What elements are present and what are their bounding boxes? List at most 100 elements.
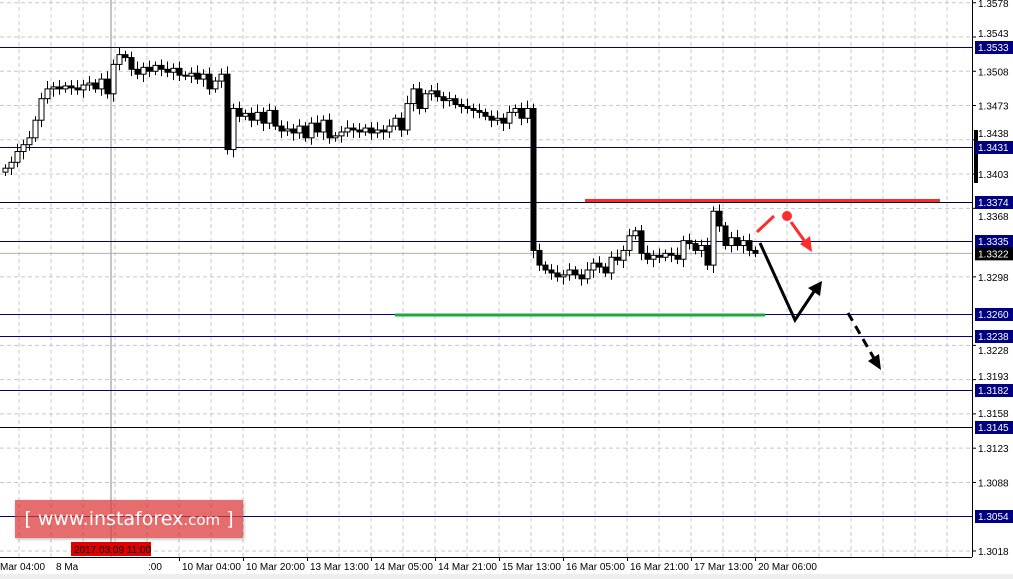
candle-body xyxy=(212,80,219,90)
candle xyxy=(386,119,393,138)
candle-body xyxy=(524,107,531,119)
bid-price-label-bg xyxy=(975,247,1013,261)
level-price-label: 1.3431 xyxy=(978,143,1009,154)
candle-body xyxy=(404,103,411,131)
candle xyxy=(422,89,429,113)
level-price-label: 1.3145 xyxy=(978,423,1009,434)
candle xyxy=(368,122,375,140)
level-price-label-bg xyxy=(975,41,1013,54)
candle xyxy=(398,112,405,137)
candle-body xyxy=(308,122,315,139)
time-tick-label: 15 Mar 13:00 xyxy=(502,562,561,573)
candle xyxy=(626,228,633,257)
price-tick-label: 1.3123 xyxy=(978,444,1009,455)
bid-price-label: 1.3322 xyxy=(978,249,1009,260)
candle-body xyxy=(458,104,465,108)
candle xyxy=(674,247,681,265)
candle-body xyxy=(722,225,729,247)
watermark-bracket: [ xyxy=(24,508,32,530)
time-tick-label: 10 Mar 04:00 xyxy=(182,562,241,573)
candles xyxy=(2,47,759,286)
candle xyxy=(428,84,435,101)
candle-body xyxy=(68,85,75,89)
time-tick-label: 16 Mar 05:00 xyxy=(566,562,625,573)
candle xyxy=(308,117,315,145)
candle xyxy=(122,50,129,62)
candle xyxy=(338,126,345,143)
level-price-label-bg xyxy=(975,421,1013,434)
candle-body xyxy=(350,127,357,131)
candle-body xyxy=(500,117,507,124)
candle xyxy=(692,239,699,255)
level-price-label-bg xyxy=(975,235,1013,248)
price-tick-label: 1.3018 xyxy=(978,547,1009,558)
candle xyxy=(290,124,297,141)
price-tick-label: 1.3368 xyxy=(978,212,1009,223)
candle xyxy=(314,115,321,137)
candle xyxy=(194,65,201,84)
candle-body xyxy=(200,73,207,80)
candle-body xyxy=(362,127,369,133)
candle xyxy=(590,258,597,278)
candle xyxy=(362,124,369,136)
time-tick-label: 17 Mar 13:00 xyxy=(694,562,753,573)
candle xyxy=(260,107,267,131)
candle xyxy=(218,68,225,88)
candle xyxy=(146,60,153,78)
candle xyxy=(320,115,327,140)
candle xyxy=(26,130,33,151)
candle xyxy=(56,80,63,95)
candle-body xyxy=(398,117,405,131)
candle xyxy=(710,206,717,273)
candle-body xyxy=(158,64,165,70)
candle xyxy=(698,239,705,258)
candle-body xyxy=(128,57,135,70)
price-tick-label: 1.3158 xyxy=(978,409,1009,420)
candle-body xyxy=(422,93,429,109)
candle xyxy=(2,164,9,177)
candle-body xyxy=(584,269,591,280)
candle xyxy=(554,265,561,282)
candle xyxy=(104,71,111,99)
black-dashed-scenario xyxy=(846,312,877,361)
time-tick-label: 8 Ma xyxy=(56,562,79,573)
candle xyxy=(266,103,273,130)
red-scenario-down xyxy=(789,221,808,244)
time-tick-label: :00 xyxy=(148,562,162,573)
candle-body xyxy=(338,131,345,137)
watermark-bracket: ] xyxy=(226,508,234,530)
candle-body xyxy=(410,88,417,105)
candle xyxy=(152,61,159,76)
candle-body xyxy=(188,72,195,77)
candle-body xyxy=(26,137,33,146)
candle-body xyxy=(152,64,159,72)
time-tick-label: 20 Mar 06:00 xyxy=(758,562,817,573)
level-price-label: 1.3182 xyxy=(978,386,1009,397)
candle xyxy=(608,251,615,280)
price-tick-label: 1.3508 xyxy=(978,67,1009,78)
candle-body xyxy=(290,128,297,134)
candle-body xyxy=(698,245,705,251)
price-tick-label: 1.3228 xyxy=(978,346,1009,357)
candle xyxy=(236,101,243,123)
forecast-annotations xyxy=(395,198,940,370)
candle xyxy=(188,67,195,84)
candle-body xyxy=(434,90,441,98)
candle-body xyxy=(476,109,483,113)
candle xyxy=(278,120,285,138)
candle-body xyxy=(224,73,231,151)
candle-body xyxy=(380,129,387,133)
candle-body xyxy=(374,129,381,134)
candle-body xyxy=(626,235,633,251)
candle xyxy=(98,73,105,96)
red-scenario-dot xyxy=(782,211,792,221)
candle xyxy=(614,249,621,266)
candle xyxy=(446,91,453,107)
candle-body xyxy=(692,243,699,251)
price-tick-label: 1.3403 xyxy=(978,170,1009,181)
candle-body xyxy=(230,107,237,151)
candle-body xyxy=(314,122,321,133)
candle xyxy=(722,222,729,250)
